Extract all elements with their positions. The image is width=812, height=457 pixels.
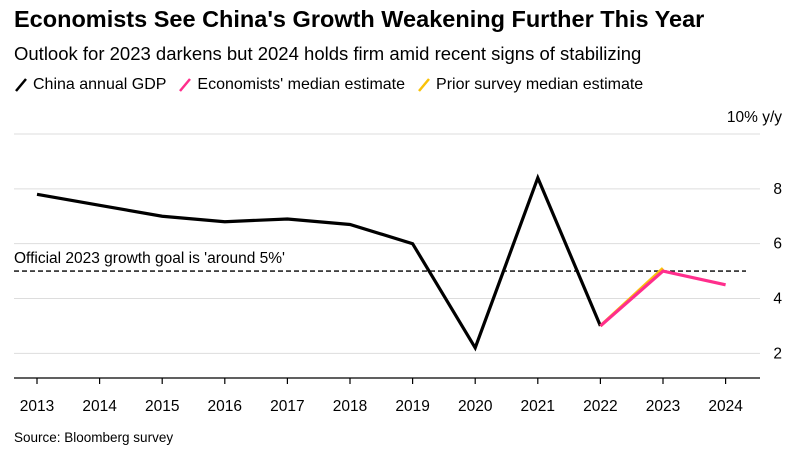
- series-layer: [36, 173, 726, 352]
- reference-layer: Official 2023 growth goal is 'around 5%': [14, 250, 746, 272]
- x-tick-label-2024: 2024: [708, 398, 743, 415]
- series-line-median: [599, 269, 726, 328]
- y-axis-unit-label: 10% y/y: [727, 109, 782, 126]
- legend-item-prior: Prior survey median estimate: [417, 76, 643, 94]
- legend-label-median: Economists' median estimate: [197, 76, 406, 93]
- x-tick-label-2019: 2019: [395, 398, 429, 415]
- chart-subtitle: Outlook for 2023 darkens but 2024 holds …: [14, 43, 642, 64]
- source-note: Source: Bloomberg survey: [14, 430, 174, 445]
- legend-label-prior: Prior survey median estimate: [436, 76, 644, 93]
- legend-swatch-median: [179, 78, 192, 92]
- x-tick-label-2020: 2020: [458, 398, 493, 415]
- y-tick-label-8: 8: [773, 181, 782, 198]
- series-line-gdp: [36, 173, 602, 352]
- x-tick-label-2013: 2013: [20, 398, 54, 415]
- legend: China annual GDP Economists' median esti…: [14, 76, 655, 94]
- chart-title: Economists See China's Growth Weakening …: [14, 6, 705, 32]
- legend-label-gdp: China annual GDP: [33, 76, 167, 93]
- x-tick-label-2022: 2022: [583, 398, 617, 415]
- legend-item-gdp: China annual GDP: [14, 76, 166, 94]
- legend-swatch-prior: [418, 78, 430, 92]
- reference-line-label: Official 2023 growth goal is 'around 5%': [14, 250, 285, 267]
- y-tick-label-6: 6: [773, 236, 782, 253]
- x-tick-label-2021: 2021: [521, 398, 555, 415]
- legend-swatch-gdp: [15, 78, 27, 92]
- x-tick-label-2018: 2018: [333, 398, 367, 415]
- x-tick-label-2017: 2017: [270, 398, 304, 415]
- x-tick-label-2023: 2023: [646, 398, 680, 415]
- x-tick-label-2014: 2014: [82, 398, 117, 415]
- x-tick-label-2016: 2016: [208, 398, 242, 415]
- x-tick-label-2015: 2015: [145, 398, 179, 415]
- y-tick-label-4: 4: [773, 290, 782, 307]
- axis-layer: 2 4 6 8 10% y/y 2013 2014 2015 2016 2017 2018 2019 2…: [14, 109, 782, 415]
- y-tick-label-2: 2: [773, 345, 782, 362]
- grid-layer: [14, 133, 760, 354]
- legend-item-median: Economists' median estimate: [178, 76, 405, 94]
